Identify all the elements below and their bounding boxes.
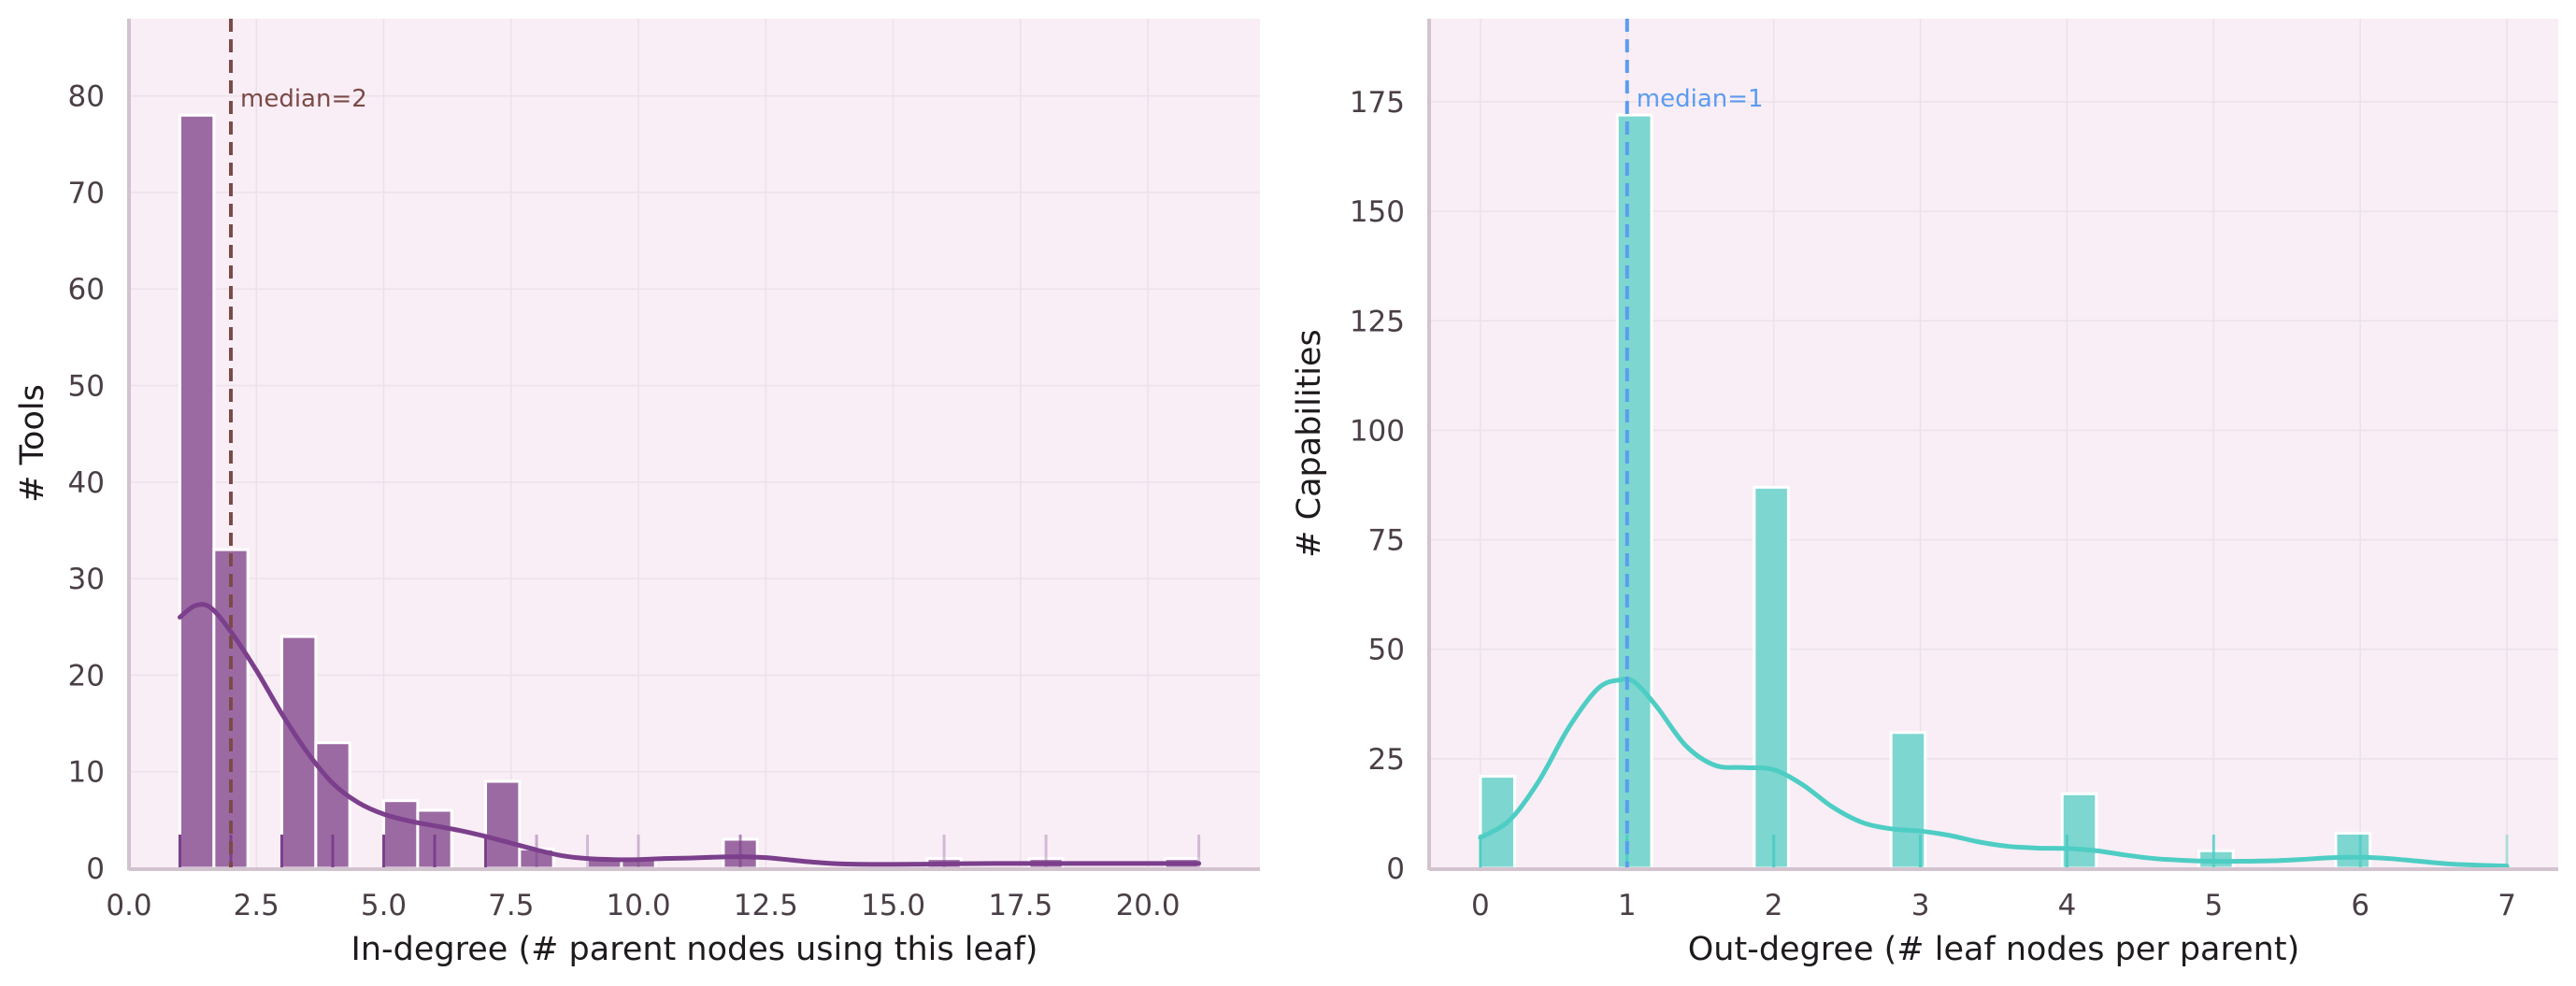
y-tick-label: 20 xyxy=(68,659,105,693)
x-tick-label: 15.0 xyxy=(861,889,925,922)
x-tick-label: 20.0 xyxy=(1116,889,1181,922)
histogram-bar xyxy=(1615,113,1653,870)
y-tick-label: 150 xyxy=(1350,195,1405,229)
plot-area xyxy=(129,19,1260,868)
x-tick-label: 0.0 xyxy=(106,889,151,922)
y-axis-label: # Tools xyxy=(14,384,51,503)
median-label: median=1 xyxy=(1637,85,1764,113)
x-tick-label: 0 xyxy=(1471,889,1490,922)
histogram-bar xyxy=(280,635,318,870)
x-tick-label: 6 xyxy=(2351,889,2369,922)
x-tick-label: 7.5 xyxy=(488,889,534,922)
histogram-bar xyxy=(212,548,250,870)
y-tick-label: 60 xyxy=(68,273,105,307)
x-axis-label: Out-degree (# leaf nodes per parent) xyxy=(1688,931,2299,968)
in-degree-histogram-panel: median=2 0.0 2.5 5.0 7.5 10.0 12.5 15.0 17.5 20.0… xyxy=(14,19,1260,968)
x-tick-label: 5 xyxy=(2204,889,2223,922)
plot-area xyxy=(1429,19,2558,868)
kde-curve xyxy=(1478,676,2510,869)
histogram-bar xyxy=(1753,485,1790,870)
y-tick-label: 25 xyxy=(1368,743,1405,777)
out-degree-histogram-panel: median=1 0 1 2 3 4 5 6 7 0 25 50 75 100 125 150 175 Out-d… xyxy=(1291,19,2558,968)
x-tick-label: 12.5 xyxy=(734,889,798,922)
y-tick-label: 10 xyxy=(68,756,105,790)
x-tick-label: 7 xyxy=(2497,889,2516,922)
y-tick-label: 125 xyxy=(1350,305,1405,338)
y-tick-label: 100 xyxy=(1350,414,1405,448)
x-tick-label: 17.5 xyxy=(988,889,1052,922)
y-tick-label: 0 xyxy=(86,852,105,886)
y-tick-label: 0 xyxy=(1386,852,1405,886)
y-tick-label: 70 xyxy=(68,177,105,210)
x-axis-label: In-degree (# parent nodes using this lea… xyxy=(351,931,1038,968)
x-tick-label: 4 xyxy=(2058,889,2077,922)
histogram-bar xyxy=(382,799,420,870)
y-axis-label: # Capabilities xyxy=(1291,329,1328,558)
median-label: median=2 xyxy=(240,85,367,113)
x-tick-label: 3 xyxy=(1911,889,1930,922)
y-tick-label: 40 xyxy=(68,466,105,500)
y-tick-label: 175 xyxy=(1350,86,1405,120)
histogram-bar xyxy=(179,113,216,870)
x-tick-label: 2 xyxy=(1765,889,1783,922)
y-tick-label: 50 xyxy=(1368,634,1405,667)
y-tick-label: 75 xyxy=(1368,524,1405,558)
y-tick-label: 30 xyxy=(68,563,105,596)
y-tick-label: 80 xyxy=(68,80,105,114)
kde-curve xyxy=(178,602,1202,867)
x-tick-label: 5.0 xyxy=(361,889,407,922)
histogram-bar xyxy=(484,779,522,870)
x-tick-label: 2.5 xyxy=(234,889,279,922)
x-tick-label: 10.0 xyxy=(607,889,671,922)
histogram-bar xyxy=(2334,832,2372,870)
y-tick-label: 50 xyxy=(68,370,105,404)
histogram-bar xyxy=(2060,792,2098,870)
x-tick-label: 1 xyxy=(1618,889,1637,922)
